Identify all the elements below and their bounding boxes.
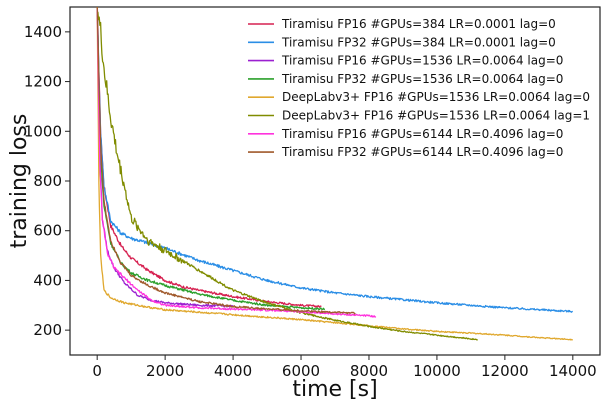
series-line-7 (96, 8, 377, 318)
series-line-5 (96, 7, 574, 341)
series-line-8 (96, 7, 356, 315)
series-line-6 (96, 11, 478, 341)
legend-entry: Tiramisu FP16 #GPUs=384 LR=0.0001 lag=0 (281, 17, 556, 31)
legend-entry: Tiramisu FP32 #GPUs=6144 LR=0.4096 lag=0 (281, 145, 563, 159)
x-tick-label: 0 (92, 362, 102, 380)
y-tick-label: 1000 (24, 122, 62, 140)
series-line-3 (96, 8, 234, 308)
series-line-2 (96, 10, 573, 313)
y-tick-label: 200 (33, 321, 62, 339)
x-tick-label: 2000 (146, 362, 184, 380)
x-tick-label: 6000 (282, 362, 320, 380)
x-tick-label: 4000 (214, 362, 252, 380)
x-tick-label: 12000 (481, 362, 529, 380)
y-tick-label: 600 (33, 222, 62, 240)
legend-entry: Tiramisu FP32 #GPUs=384 LR=0.0001 lag=0 (281, 35, 556, 49)
legend-entry: DeepLabv3+ FP16 #GPUs=1536 LR=0.0064 lag… (282, 109, 590, 123)
series-line-1 (96, 7, 322, 308)
legend-entry: DeepLabv3+ FP16 #GPUs=1536 LR=0.0064 lag… (282, 90, 590, 104)
series-layer (96, 7, 574, 341)
series-line-4 (96, 7, 326, 311)
legend-entry: Tiramisu FP32 #GPUs=1536 LR=0.0064 lag=0 (281, 72, 563, 86)
x-tick-label: 10000 (413, 362, 461, 380)
x-tick-label: 8000 (350, 362, 388, 380)
y-tick-label: 1400 (24, 23, 62, 41)
y-axis-ticks: 200 400 600 800 1000 1200 1400 (24, 23, 70, 339)
legend-entry: Tiramisu FP16 #GPUs=1536 LR=0.0064 lag=0 (281, 54, 563, 68)
y-tick-label: 400 (33, 271, 62, 289)
y-tick-label: 1200 (24, 73, 62, 91)
x-axis-ticks: 0 2000 4000 6000 8000 10000 12000 14000 (92, 355, 597, 380)
y-tick-label: 800 (33, 172, 62, 190)
x-axis-label: time [s] (292, 377, 377, 402)
x-tick-label: 14000 (549, 362, 597, 380)
y-axis-label: training loss (7, 114, 32, 249)
legend-entry: Tiramisu FP16 #GPUs=6144 LR=0.4096 lag=0 (281, 127, 563, 141)
legend: Tiramisu FP16 #GPUs=384 LR=0.0001 lag=0 T… (248, 17, 590, 159)
